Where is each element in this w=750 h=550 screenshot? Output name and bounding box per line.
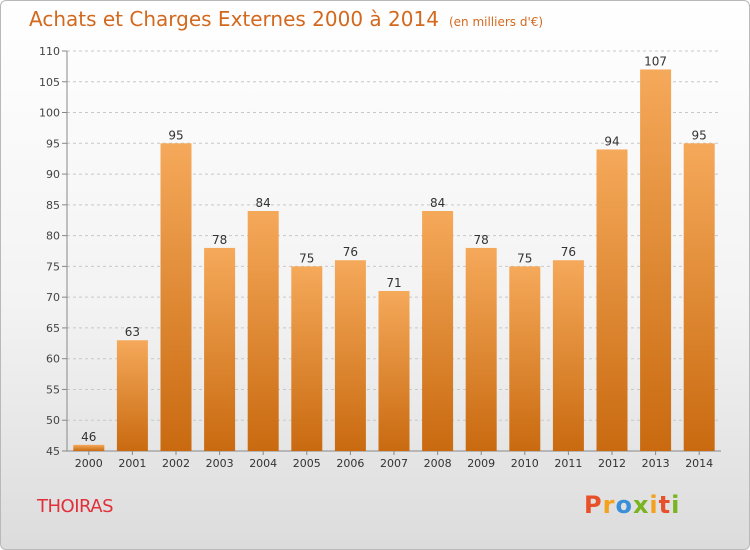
x-tick-label: 2007 xyxy=(380,457,408,470)
bar-value-label: 84 xyxy=(430,196,445,210)
logo-letter: x xyxy=(632,491,650,519)
commune-name: THOIRAS xyxy=(37,496,114,517)
bar xyxy=(204,247,236,451)
x-tick-label: 2012 xyxy=(598,457,626,470)
logo-letter: o xyxy=(615,491,633,519)
bar xyxy=(247,211,279,451)
bar-value-label: 78 xyxy=(212,233,227,247)
y-tick-label: 60 xyxy=(46,353,60,366)
logo-letter: i xyxy=(649,491,659,519)
bar-value-label: 84 xyxy=(256,196,271,210)
y-tick-label: 110 xyxy=(39,45,60,58)
y-axis: 45 50 55 60 65 70 75 80 85 90 95 100 105 110 2000 2001 2… xyxy=(39,45,721,470)
y-tick-label: 65 xyxy=(46,322,60,335)
logo-letter: P xyxy=(584,491,603,519)
y-tick-label: 80 xyxy=(46,230,60,243)
bar xyxy=(422,211,454,451)
x-tick-label: 2013 xyxy=(642,457,670,470)
x-tick-label: 2000 xyxy=(75,457,103,470)
bar-value-label: 107 xyxy=(644,54,667,68)
y-tick-label: 90 xyxy=(46,168,60,181)
x-tick-label: 2003 xyxy=(206,457,234,470)
bar-value-label: 71 xyxy=(386,276,401,290)
bar-value-label: 75 xyxy=(517,251,532,265)
chart-title: Achats et Charges Externes 2000 à 2014 (e… xyxy=(29,7,543,31)
bar xyxy=(116,340,148,451)
y-tick-label: 100 xyxy=(39,107,60,120)
logo-letter: i xyxy=(671,491,681,519)
bar xyxy=(683,143,715,452)
x-tick-label: 2011 xyxy=(554,457,582,470)
x-tick-label: 2006 xyxy=(336,457,364,470)
x-tick-label: 2005 xyxy=(293,457,321,470)
bar xyxy=(378,291,410,451)
bar-value-label: 78 xyxy=(474,233,489,247)
bar xyxy=(509,266,541,451)
bar xyxy=(291,266,323,451)
y-tick-label: 105 xyxy=(39,76,60,89)
bar xyxy=(334,260,366,451)
bar xyxy=(552,260,584,451)
y-tick-label: 50 xyxy=(46,414,60,427)
proxiti-logo: Proxiti xyxy=(584,491,680,519)
bar xyxy=(640,69,672,451)
bar-value-label: 75 xyxy=(299,251,314,265)
y-tick-label: 45 xyxy=(46,445,60,458)
chart-subtitle: (en milliers d'€) xyxy=(448,15,544,29)
x-tick-label: 2002 xyxy=(162,457,190,470)
x-tick-label: 2008 xyxy=(424,457,452,470)
x-tick-label: 2009 xyxy=(467,457,495,470)
bar-value-label: 95 xyxy=(692,128,707,142)
bar xyxy=(73,444,105,451)
y-tick-label: 85 xyxy=(46,199,60,212)
bar-value-label: 46 xyxy=(81,430,96,444)
bar-value-label: 76 xyxy=(343,245,358,259)
chart-title-text: Achats et Charges Externes 2000 à 2014 xyxy=(29,7,439,31)
bar-value-label: 95 xyxy=(168,128,183,142)
x-tick-label: 2001 xyxy=(118,457,146,470)
y-tick-label: 75 xyxy=(46,260,60,273)
x-tick-label: 2014 xyxy=(685,457,713,470)
logo-letter: t xyxy=(658,491,672,519)
y-tick-label: 95 xyxy=(46,137,60,150)
bar-value-label: 63 xyxy=(125,325,140,339)
logo-letter: r xyxy=(602,491,616,519)
bar xyxy=(596,149,628,451)
bar xyxy=(465,247,497,451)
bar-value-label: 94 xyxy=(604,134,619,148)
bar xyxy=(160,143,192,452)
bars: 46 63 95 78 84 75 76 71 84 78 75 76 94 107 95 xyxy=(73,54,715,452)
y-tick-label: 55 xyxy=(46,383,60,396)
y-tick-label: 70 xyxy=(46,291,60,304)
x-tick-label: 2004 xyxy=(249,457,277,470)
bar-value-label: 76 xyxy=(561,245,576,259)
x-tick-label: 2010 xyxy=(511,457,539,470)
